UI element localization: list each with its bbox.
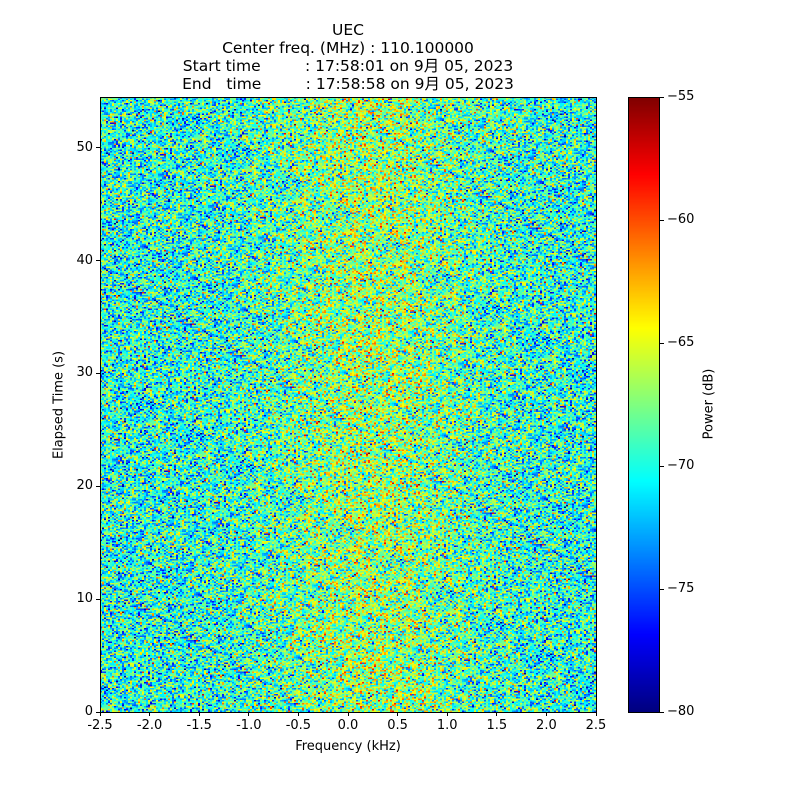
- x-axis-label: Frequency (kHz): [295, 739, 401, 754]
- y-tick-label: 20: [76, 478, 93, 494]
- colorbar-tick-label: −65: [667, 335, 695, 350]
- y-tick-label: 30: [76, 365, 93, 381]
- colorbar: [628, 97, 659, 712]
- x-tick-label: -1.5: [186, 718, 212, 733]
- y-tick: [96, 485, 100, 487]
- x-tick: [446, 712, 448, 716]
- x-tick-label: -2.0: [136, 718, 163, 733]
- x-tick-label: 1.0: [436, 718, 458, 733]
- colorbar-tick: [660, 342, 664, 344]
- chart-title-line-4: End time : 17:58:58 on 9月 05, 2023: [182, 75, 514, 93]
- x-tick: [397, 712, 399, 716]
- y-tick: [96, 711, 100, 713]
- x-tick: [149, 712, 151, 716]
- y-tick-label: 0: [84, 704, 93, 719]
- x-tick-label: -0.5: [285, 718, 312, 733]
- colorbar-tick: [660, 96, 664, 98]
- colorbar-tick: [660, 711, 664, 713]
- x-tick-label: 1.5: [486, 718, 508, 733]
- chart-title-line-2: Center freq. (MHz) : 110.100000: [222, 39, 474, 57]
- colorbar-tick: [660, 465, 664, 467]
- y-axis-label: Elapsed Time (s): [51, 350, 67, 460]
- x-tick: [297, 712, 299, 716]
- colorbar-tick-label: −60: [667, 212, 695, 227]
- colorbar-label: Power (dB): [701, 368, 717, 440]
- spectrogram-heatmap: [100, 97, 596, 712]
- y-tick: [96, 598, 100, 600]
- x-tick-label: -2.5: [87, 718, 113, 733]
- colorbar-tick-label: −75: [667, 581, 695, 596]
- x-tick-label: -1.0: [236, 718, 262, 733]
- x-tick: [99, 712, 101, 716]
- chart-title-line-3: Start time : 17:58:01 on 9月 05, 2023: [182, 57, 514, 75]
- colorbar-tick-label: −55: [667, 89, 695, 104]
- y-tick-label: 10: [76, 591, 93, 607]
- colorbar-tick: [660, 588, 664, 590]
- colorbar-tick: [660, 219, 664, 221]
- y-tick-label: 50: [76, 139, 93, 155]
- x-tick-label: 2.5: [585, 718, 607, 733]
- x-tick: [496, 712, 498, 716]
- y-tick: [96, 260, 100, 262]
- y-tick-label: 40: [76, 252, 93, 268]
- chart-title-line-1: UEC: [332, 21, 364, 39]
- colorbar-tick-label: −70: [667, 458, 695, 473]
- colorbar-tick-label: −80: [667, 704, 695, 719]
- x-tick-label: 2.0: [536, 718, 557, 733]
- y-tick: [96, 372, 100, 374]
- x-tick: [595, 712, 597, 716]
- x-tick: [248, 712, 250, 716]
- y-tick: [96, 147, 100, 149]
- x-tick: [545, 712, 547, 716]
- x-tick-label: 0.5: [387, 718, 408, 733]
- x-tick: [347, 712, 349, 716]
- x-tick: [198, 712, 200, 716]
- x-tick-label: 0.0: [337, 718, 359, 733]
